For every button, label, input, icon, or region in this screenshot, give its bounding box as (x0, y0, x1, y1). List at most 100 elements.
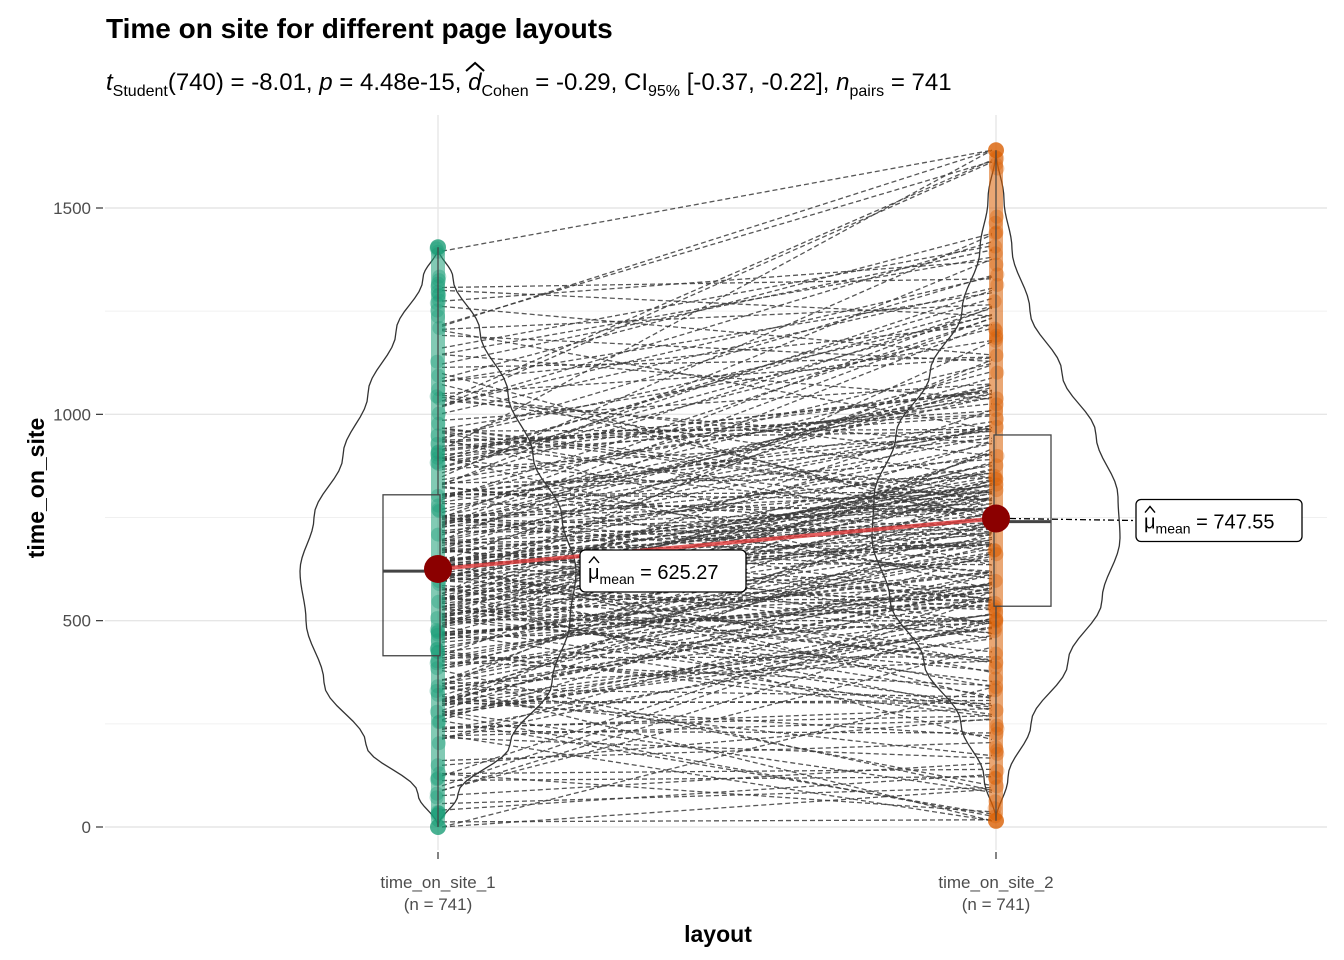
paired-line (441, 582, 993, 670)
paired-line (441, 437, 993, 495)
paired-line (441, 615, 993, 683)
paired-line (441, 339, 993, 430)
paired-line (441, 442, 993, 564)
paired-line (441, 413, 993, 443)
paired-line (441, 424, 993, 523)
paired-line (441, 524, 993, 608)
paired-line (441, 710, 993, 793)
data-point (989, 779, 1004, 794)
y-axis-ticks: 0 500 1000 1500 (53, 199, 103, 837)
paired-line (441, 514, 993, 563)
x-tick-count-label: (n = 741) (404, 895, 473, 914)
data-point (431, 273, 446, 288)
data-point (431, 457, 446, 472)
paired-line (441, 507, 993, 561)
y-tick-label: 1500 (53, 199, 91, 218)
paired-line (441, 480, 993, 603)
data-point (990, 267, 1005, 282)
paired-line (441, 517, 993, 536)
paired-line (441, 432, 993, 531)
chart-title: Time on site for different page layouts (106, 13, 613, 44)
paired-line (441, 528, 993, 533)
paired-line (441, 431, 993, 502)
paired-line (441, 396, 993, 517)
paired-line (441, 427, 993, 501)
paired-line (441, 542, 993, 628)
y-tick-label: 500 (63, 612, 91, 631)
data-point (988, 239, 1003, 254)
paired-line (441, 149, 993, 327)
paired-line (441, 497, 993, 701)
paired-line (441, 457, 993, 518)
paired-line (441, 415, 993, 456)
paired-line (441, 484, 993, 563)
data-point (989, 348, 1004, 363)
paired-line (441, 617, 993, 792)
paired-line (441, 396, 993, 479)
data-point (432, 805, 447, 820)
paired-line (441, 457, 993, 591)
paired-line (441, 323, 993, 541)
paired-line (441, 440, 993, 616)
paired-line (441, 377, 993, 536)
data-point (987, 770, 1002, 785)
paired-line (441, 159, 993, 402)
mean-label-text: μmean = 625.27 (588, 562, 719, 587)
data-point (430, 624, 445, 639)
paired-line (441, 161, 993, 407)
paired-line (441, 538, 993, 667)
paired-line (441, 357, 993, 395)
paired-line (441, 626, 993, 703)
paired-line (441, 324, 993, 383)
paired-line (441, 468, 993, 597)
paired-line (441, 788, 993, 828)
paired-line (441, 635, 993, 731)
point-strip (431, 247, 445, 827)
paired-line (441, 583, 993, 653)
data-point (989, 718, 1004, 733)
data-point (432, 391, 447, 406)
paired-line (441, 572, 993, 637)
data-point (432, 321, 447, 336)
data-point (430, 611, 445, 626)
data-point (430, 354, 445, 369)
paired-line (441, 234, 993, 478)
data-point (989, 703, 1004, 718)
paired-line (441, 613, 993, 689)
paired-line (441, 551, 993, 648)
data-point (430, 436, 445, 451)
x-tick-count-label: (n = 741) (962, 895, 1031, 914)
paired-line (441, 541, 993, 625)
data-point (431, 715, 446, 730)
paired-line (441, 544, 993, 681)
data-point (430, 807, 445, 822)
paired-line (441, 469, 993, 626)
data-point (989, 397, 1004, 412)
paired-line (441, 773, 993, 811)
paired-line (441, 520, 993, 711)
mean-label-box (579, 549, 747, 593)
paired-line (441, 619, 993, 672)
data-point (429, 656, 444, 671)
paired-line (441, 592, 993, 741)
paired-line (441, 595, 993, 787)
paired-line (441, 245, 993, 349)
data-point (990, 721, 1005, 736)
paired-line (441, 548, 993, 641)
y-tick-label: 0 (82, 818, 91, 837)
paired-line (441, 430, 993, 495)
data-point (989, 477, 1004, 492)
paired-line (441, 421, 993, 503)
data-point (988, 683, 1003, 698)
paired-line (441, 596, 993, 664)
data-point (429, 455, 444, 470)
paired-line (441, 428, 993, 432)
mean-labels-layer: μmean = 625.27 μmean = 747.55 (579, 498, 1303, 593)
data-point (430, 654, 445, 669)
paired-line (441, 737, 993, 759)
paired-line (441, 276, 993, 406)
mean-connector-line (437, 516, 997, 571)
paired-line (441, 555, 993, 661)
data-point (432, 766, 447, 781)
paired-line (441, 307, 993, 485)
